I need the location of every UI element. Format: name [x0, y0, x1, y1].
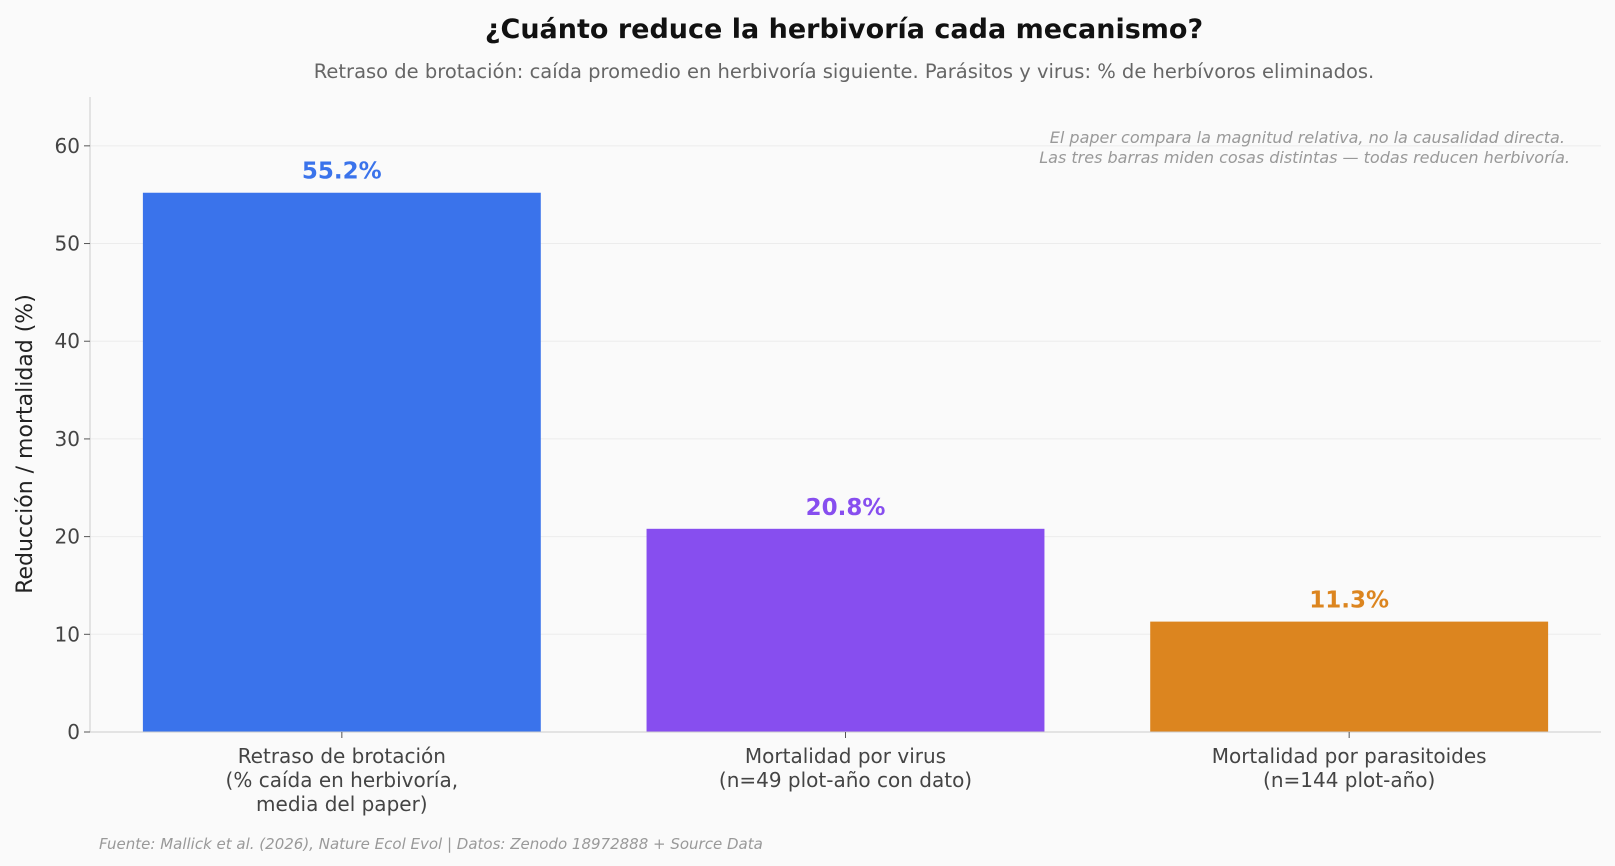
- x-tick-label-line: Mortalidad por virus: [745, 744, 946, 768]
- y-tick-label: 30: [55, 427, 80, 451]
- x-tick-label: Retraso de brotación (% caída en herbivor…: [226, 744, 459, 816]
- x-tick-label-line: (% caída en herbivoría,: [226, 768, 459, 792]
- y-tick-label: 20: [55, 525, 80, 549]
- value-labels: 55.2% 20.8% 11.3%: [302, 159, 1389, 614]
- bar: [142, 192, 541, 732]
- x-tick-label: Mortalidad por virus (n=49 plot-año con d…: [719, 744, 972, 792]
- bar: [1150, 621, 1549, 732]
- x-ticks: Retraso de brotación (% caída en herbivor…: [226, 732, 1487, 816]
- source-note: Fuente: Mallick et al. (2026), Nature Ec…: [99, 835, 763, 853]
- annotation-line: El paper compara la magnitud relativa, n…: [1050, 128, 1565, 147]
- x-tick-label-line: (n=144 plot-año): [1263, 768, 1435, 792]
- chart-title: ¿Cuánto reduce la herbivoría cada mecani…: [485, 14, 1203, 45]
- annotation-line: Las tres barras miden cosas distintas — …: [1039, 148, 1570, 167]
- bar: [646, 528, 1045, 732]
- bar-value-label: 55.2%: [302, 159, 382, 185]
- x-tick-label: Mortalidad por parasitoides (n=144 plot-a…: [1212, 744, 1487, 792]
- x-tick-label-line: Mortalidad por parasitoides: [1212, 744, 1487, 768]
- x-tick-label-line: (n=49 plot-año con dato): [719, 768, 972, 792]
- y-axis-label: Reducción / mortalidad (%): [13, 294, 38, 594]
- chart-subtitle: Retraso de brotación: caída promedio en …: [314, 60, 1375, 83]
- y-ticks: 0 10 20 30 40 50 60: [55, 134, 90, 744]
- bar-value-label: 11.3%: [1309, 588, 1389, 614]
- annotation-note: El paper compara la magnitud relativa, n…: [1039, 128, 1570, 167]
- bar-value-label: 20.8%: [806, 495, 886, 521]
- y-tick-label: 0: [67, 720, 80, 744]
- x-tick-label-line: Retraso de brotación: [238, 744, 446, 768]
- y-tick-label: 10: [55, 622, 80, 646]
- y-tick-label: 50: [55, 232, 80, 256]
- y-tick-label: 60: [55, 134, 80, 158]
- bars: [142, 192, 1549, 732]
- x-tick-label-line: media del paper): [256, 792, 428, 816]
- y-tick-label: 40: [55, 329, 80, 353]
